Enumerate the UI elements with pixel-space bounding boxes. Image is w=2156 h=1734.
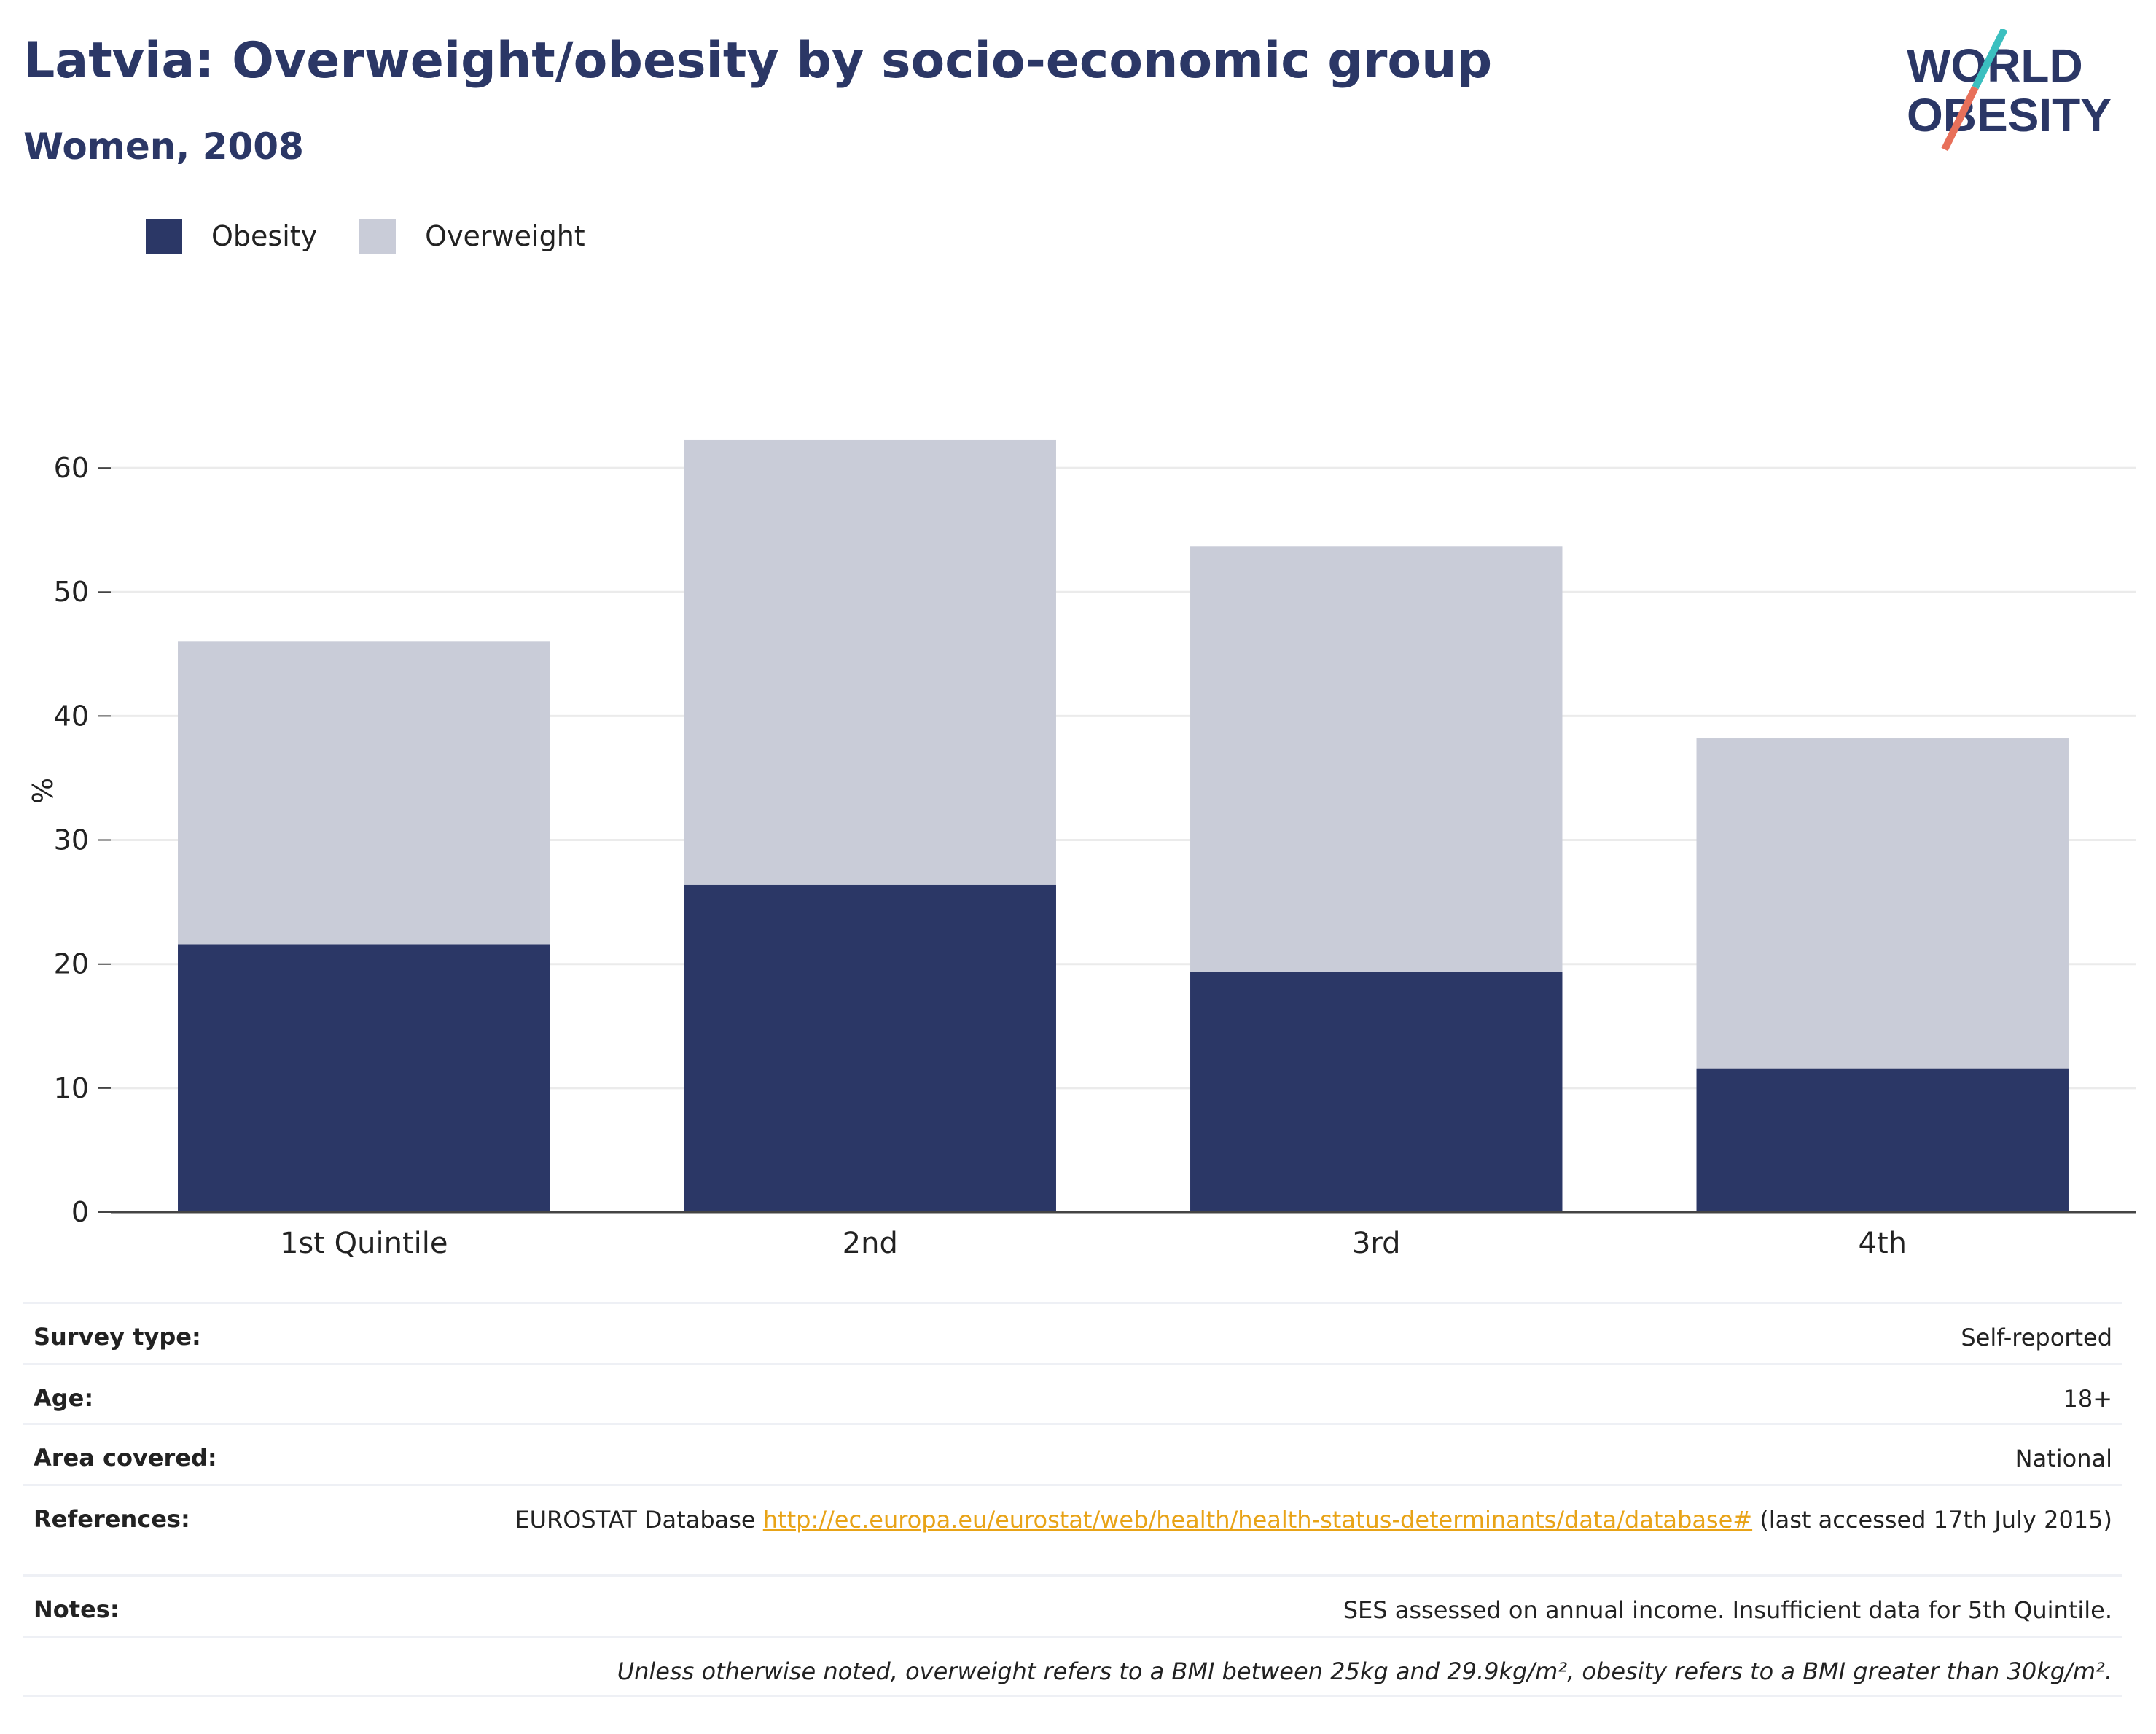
x-tick-label-3: 3rd <box>1352 1227 1401 1260</box>
bar-overweight-1 <box>178 641 550 945</box>
bar-obesity-2 <box>684 884 1056 1212</box>
y-tick-label-40: 40 <box>54 700 89 732</box>
bar-overweight-4 <box>1696 738 2069 1069</box>
axes: 0 10 20 30 40 50 60 1st Quintile 2nd 3rd 4th <box>54 452 2136 1260</box>
info-row-age: Age: 18+ <box>23 1363 2122 1423</box>
info-footnote: Unless otherwise noted, overweight refer… <box>617 1657 2112 1685</box>
x-tick-label-4: 4th <box>1859 1227 1907 1260</box>
info-table: Survey type: Self-reported Age: 18+ Area… <box>23 1302 2122 1697</box>
bar-obesity-4 <box>1696 1068 2069 1212</box>
info-value-age: 18+ <box>2063 1385 2112 1413</box>
info-label-notes: Notes: <box>34 1596 120 1623</box>
bar-overweight-3 <box>1190 546 1563 972</box>
info-value-notes: SES assessed on annual income. Insuffici… <box>1343 1596 2112 1624</box>
logo-slash-coral <box>1941 85 1979 152</box>
chart-title: Latvia: Overweight/obesity by socio-econ… <box>23 32 1493 90</box>
info-label-survey-type: Survey type: <box>34 1323 201 1351</box>
y-tick-label-20: 20 <box>54 948 89 980</box>
y-tick-label-50: 50 <box>54 576 89 608</box>
legend-item-obesity: Obesity <box>146 219 317 254</box>
bar-obesity-3 <box>1190 971 1563 1212</box>
y-axis-label: % <box>27 778 59 804</box>
logo-word-obesity: OBESITY <box>1907 89 2112 141</box>
info-value-references: EUROSTAT Database http://ec.europa.eu/eu… <box>515 1505 2112 1534</box>
reference-suffix: (last accessed 17th July 2015) <box>1752 1506 2112 1534</box>
info-label-area: Area covered: <box>34 1444 217 1472</box>
legend-swatch-obesity <box>146 219 182 254</box>
bar-obesity-1 <box>178 944 550 1212</box>
chart-legend: Obesity Overweight <box>146 216 628 257</box>
legend-label-obesity: Obesity <box>211 220 318 252</box>
bar-chart: 0 10 20 30 40 50 60 1st Quintile 2nd 3rd 4th % <box>27 439 2136 1260</box>
info-label-references: References: <box>34 1505 190 1533</box>
y-tick-label-10: 10 <box>54 1072 89 1104</box>
y-tick-label-30: 30 <box>54 824 89 856</box>
logo-slash-teal <box>1972 29 2008 90</box>
info-row-notes: Notes: SES assessed on annual income. In… <box>23 1574 2122 1636</box>
info-value-area: National <box>2015 1445 2112 1472</box>
legend-swatch-overweight <box>359 219 397 254</box>
info-row-area: Area covered: National <box>23 1423 2122 1484</box>
info-label-age: Age: <box>34 1384 94 1412</box>
legend-label-overweight: Overweight <box>425 220 585 252</box>
info-row-survey-type: Survey type: Self-reported <box>23 1302 2122 1363</box>
reference-prefix: EUROSTAT Database <box>515 1506 763 1534</box>
y-tick-label-0: 0 <box>71 1196 89 1228</box>
x-tick-label-1: 1st Quintile <box>280 1227 448 1260</box>
info-row-references: References: EUROSTAT Database http://ec.… <box>23 1484 2122 1574</box>
chart-subtitle: Women, 2008 <box>23 125 304 168</box>
info-value-survey-type: Self-reported <box>1961 1324 2112 1351</box>
info-row-footnote: Unless otherwise noted, overweight refer… <box>23 1636 2122 1697</box>
reference-link[interactable]: http://ec.europa.eu/eurostat/web/health/… <box>762 1506 1753 1534</box>
y-tick-label-60: 60 <box>54 452 89 484</box>
x-tick-label-2: 2nd <box>843 1227 898 1260</box>
bars <box>178 439 2069 1212</box>
world-obesity-logo: WORLD OBESITY <box>1907 29 2112 152</box>
bar-overweight-2 <box>684 439 1056 885</box>
legend-item-overweight: Overweight <box>359 219 585 254</box>
